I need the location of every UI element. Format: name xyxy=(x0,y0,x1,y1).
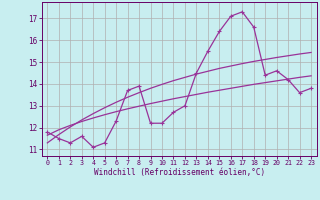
X-axis label: Windchill (Refroidissement éolien,°C): Windchill (Refroidissement éolien,°C) xyxy=(94,168,265,177)
